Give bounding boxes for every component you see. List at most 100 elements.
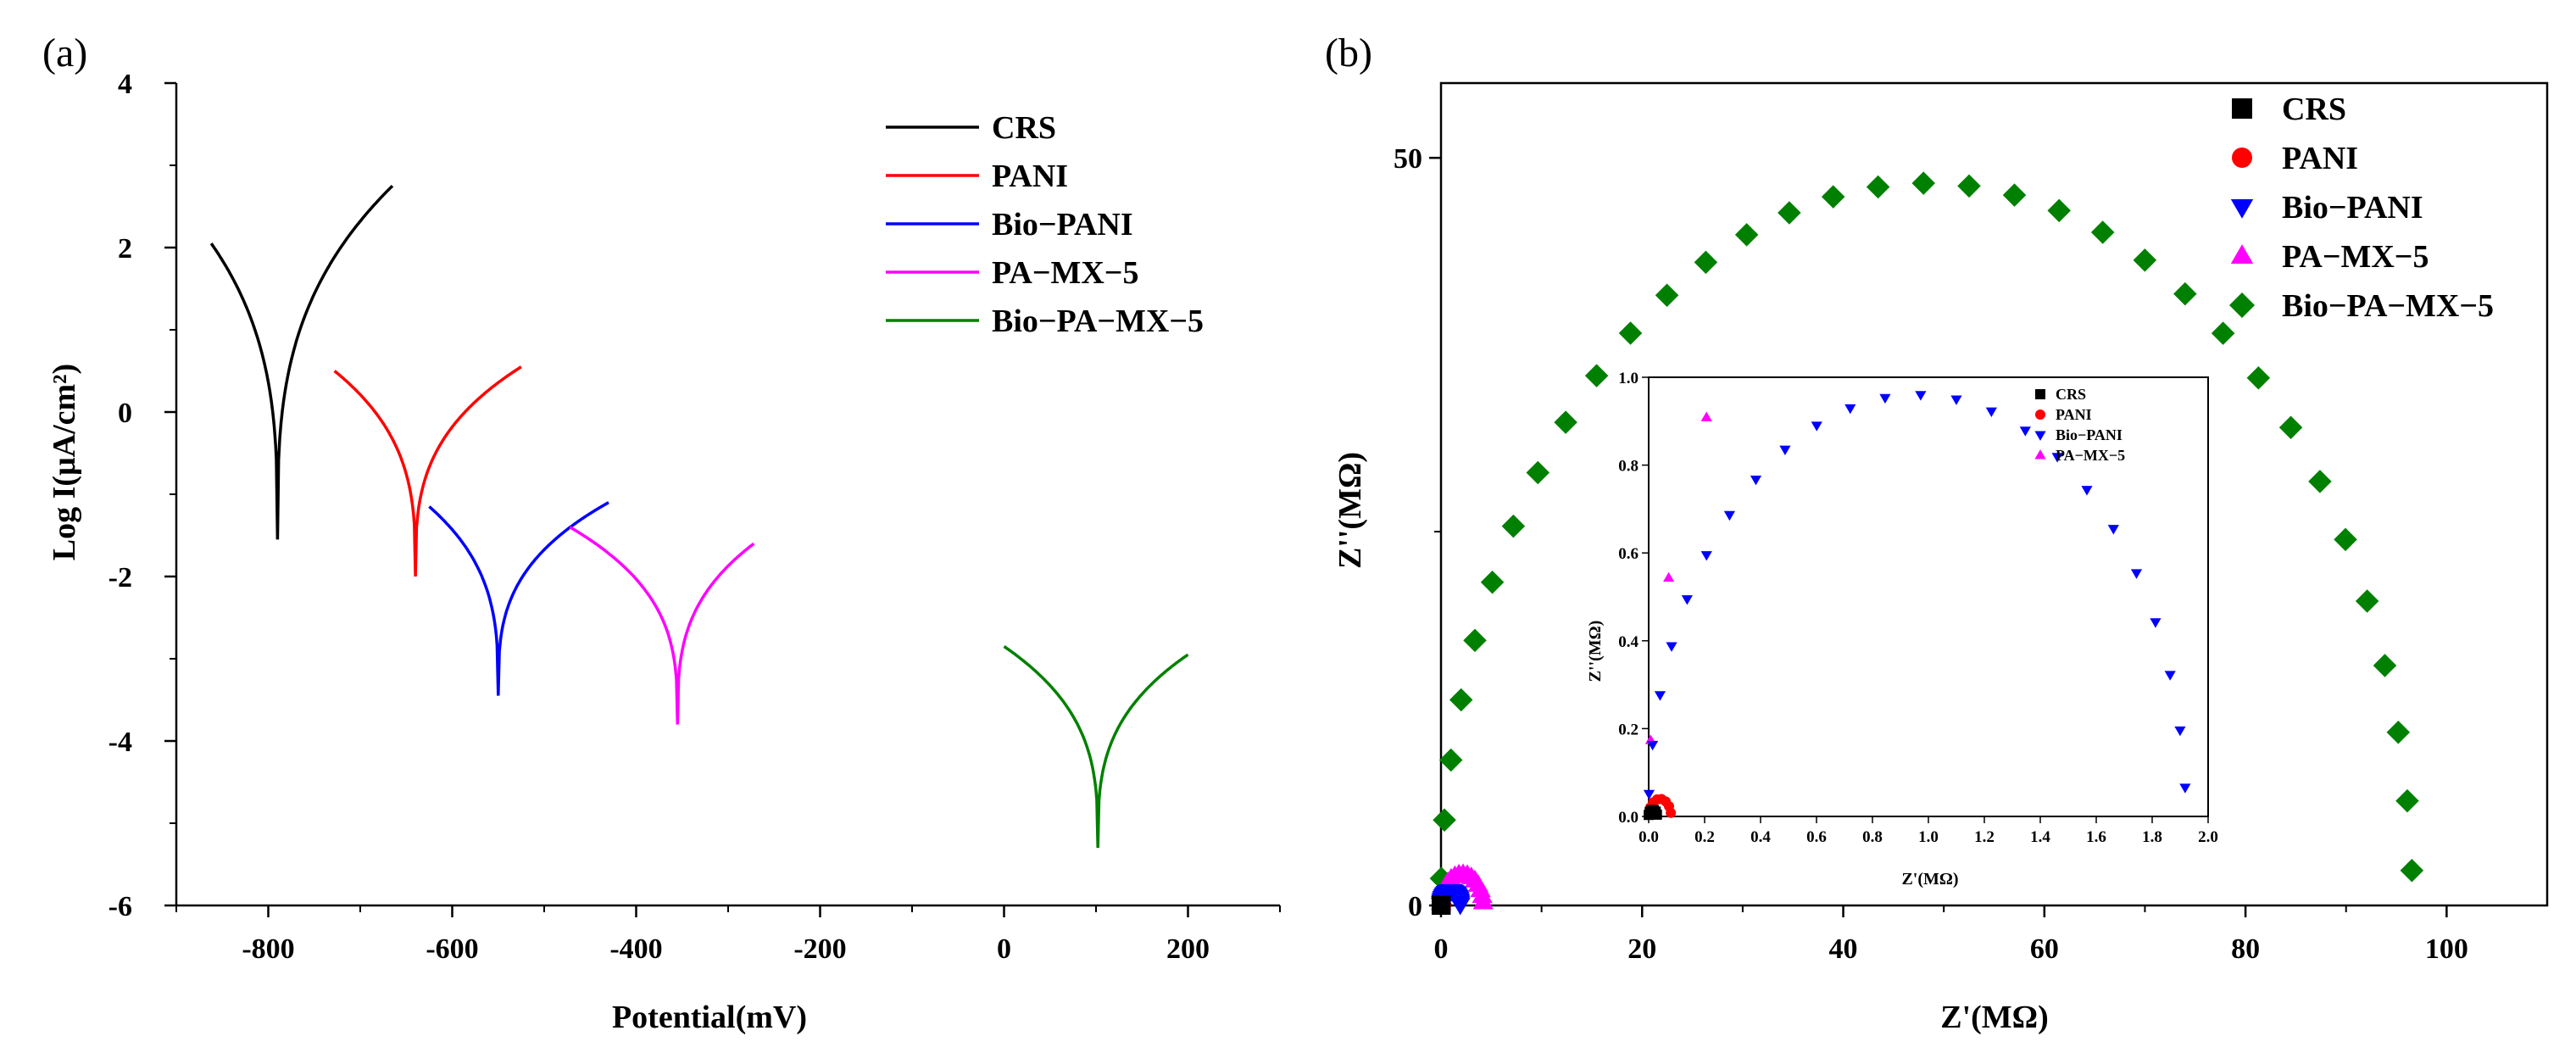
point-crs [1432, 895, 1451, 915]
x-tick-label: 40 [1829, 933, 1858, 965]
inset-point-bio-pani [2174, 726, 2186, 737]
inset-point-crs [1651, 809, 1662, 820]
point-bio-pa-mx-5 [2278, 415, 2303, 439]
inset-point-bio-pani [2164, 671, 2176, 681]
point-bio-pa-mx-5 [2211, 321, 2235, 345]
panel-b: (b) 0 20 40 60 80 100 0 50 CRS PANI Bio−PANI PA−M… [1325, 31, 2549, 1035]
point-bio-pa-mx-5 [2308, 470, 2332, 493]
x-tick-label: 200 [1166, 933, 1210, 965]
inset-x-tick-label: 1.8 [2142, 828, 2162, 846]
legend-label-crs: CRS [2282, 92, 2346, 127]
inset-y-axis-label: Z''(MΩ) [1586, 621, 1605, 682]
inset-legend-label-pa-mx-5: PA−MX−5 [2056, 447, 2125, 464]
panel-b-y-ticks: 0 50 [1394, 143, 1441, 922]
inset-point-bio-pani [1950, 395, 1962, 405]
inset-point-bio-pani [2051, 453, 2063, 463]
inset-point-bio-pani [2107, 525, 2119, 535]
inset-point-bio-pani [1879, 393, 1891, 404]
panel-a-x-ticks: -800 -600 -400 -200 0 200 [175, 905, 1281, 965]
inset-point-bio-pani [1779, 445, 1791, 455]
legend-label-pani: PANI [2282, 141, 2358, 176]
inset-x-ticks: 0.0 0.2 0.4 0.6 0.8 1.0 1.2 1.4 1.6 1.8 2.0 [1639, 816, 2218, 846]
inset-axes [1645, 374, 2212, 820]
point-bio-pa-mx-5 [2090, 220, 2115, 244]
inset-point-bio-pani [2081, 486, 2093, 496]
inset-point-pa-mx-5 [1662, 571, 1675, 582]
point-bio-pa-mx-5 [1778, 201, 1801, 225]
point-bio-pa-mx-5 [2002, 183, 2027, 207]
inset-legend-label-crs: CRS [2056, 386, 2086, 403]
point-pa-mx-5 [1472, 891, 1494, 910]
point-bio-pa-mx-5 [1584, 364, 1609, 387]
inset-point-bio-pani [2019, 426, 2031, 437]
inset-legend-marker-pa-mx-5 [2034, 449, 2046, 460]
y-tick-label: 0 [1408, 891, 1422, 922]
y-tick-label: -4 [108, 727, 132, 758]
tafel-curve-pani [333, 365, 522, 577]
tafel-curve-bio-pani [428, 501, 609, 696]
inset-legend-marker-pani [2035, 409, 2045, 420]
inset-point-bio-pani [1700, 551, 1712, 561]
panel-b-y-axis-label: Z''(MΩ) [1333, 452, 1368, 569]
inset-point-bio-pani [1915, 391, 1927, 401]
inset-point-bio-pani [1750, 475, 1762, 486]
point-bio-pa-mx-5 [2355, 589, 2379, 613]
inset-x-tick-label: 0.4 [1750, 828, 1771, 846]
point-bio-pa-mx-5 [2400, 858, 2424, 883]
panel-b-legend: CRS PANI Bio−PANI PA−MX−5 Bio−PA−MX−5 [2229, 92, 2494, 324]
inset-x-tick-label: 2.0 [2198, 828, 2218, 846]
x-tick-label: 80 [2231, 933, 2260, 965]
point-bio-pa-mx-5 [1957, 174, 1981, 198]
tafel-curve-bio-pa-mx-5 [1003, 645, 1189, 849]
point-bio-pa-mx-5 [1655, 283, 1679, 307]
inset-point-bio-pani [1985, 407, 1997, 417]
point-bio-pa-mx-5 [2133, 248, 2157, 272]
point-bio-pa-mx-5 [1734, 223, 1759, 247]
inset-legend-label-bio-pani: Bio−PANI [2056, 426, 2123, 443]
inset-point-bio-pani [1844, 404, 1856, 415]
inset-point-pani [1666, 807, 1677, 818]
point-bio-pa-mx-5 [2246, 365, 2271, 390]
point-bio-pa-mx-5 [1694, 250, 1718, 275]
x-tick-label: 60 [2030, 933, 2059, 965]
tafel-curve-pa-mx-5 [569, 526, 755, 725]
inset-y-tick-label: 0.4 [1618, 633, 1639, 651]
x-tick-label: 100 [2425, 933, 2468, 965]
legend-label-bio-pani: Bio−PANI [2282, 190, 2423, 226]
x-tick-label: -200 [793, 933, 846, 965]
inset-x-tick-label: 0.6 [1806, 828, 1827, 846]
point-bio-pa-mx-5 [1438, 748, 1463, 772]
y-tick-label: 2 [118, 233, 132, 265]
inset-y-tick-label: 0.6 [1618, 545, 1639, 563]
panel-a-x-axis-label: Potential(mV) [612, 1000, 807, 1035]
inset-point-bio-pani [1681, 595, 1693, 605]
inset-x-tick-label: 0.8 [1862, 828, 1883, 846]
point-bio-pa-mx-5 [2047, 198, 2071, 223]
legend-label-pani: PANI [992, 159, 1068, 194]
inset-y-tick-label: 0.0 [1618, 809, 1639, 827]
point-bio-pa-mx-5 [1501, 514, 1526, 538]
inset-point-bio-pani [2130, 569, 2143, 579]
panel-a-curves [209, 185, 1189, 849]
panel-b-points [1429, 171, 2424, 916]
panel-b-label: (b) [1325, 31, 1372, 75]
legend-marker-pani [2232, 148, 2252, 168]
inset-point-bio-pani [1654, 691, 1666, 701]
point-bio-pa-mx-5 [1911, 171, 1935, 195]
panel-a-y-ticks: 4 2 0 -2 -4 -6 [108, 69, 176, 922]
legend-label-bio-pa-mx-5: Bio−PA−MX−5 [992, 304, 1204, 339]
panel-a-legend: CRS PANI Bio−PANI PA−MX−5 Bio−PA−MX−5 [886, 110, 1204, 339]
point-bio-pa-mx-5 [2334, 527, 2357, 552]
inset-legend-marker-crs [2035, 389, 2045, 399]
point-bio-pa-mx-5 [1480, 571, 1505, 594]
inset-legend: CRS PANI Bio−PANI PA−MX−5 [2034, 386, 2125, 464]
panel-a-label: (a) [42, 31, 87, 75]
x-tick-label: 0 [1434, 933, 1449, 965]
panel-b-inset: 0.0 0.2 0.4 0.6 0.8 1.0 1.2 1.4 1.6 1.8 2.0 0.0 0.2… [1586, 370, 2218, 889]
inset-x-tick-label: 1.0 [1918, 828, 1939, 846]
inset-points [1643, 391, 2191, 821]
inset-point-bio-pani [1723, 510, 1736, 521]
point-bio-pa-mx-5 [2173, 281, 2197, 306]
point-bio-pa-mx-5 [1449, 688, 1473, 712]
inset-point-bio-pani [2179, 783, 2191, 794]
